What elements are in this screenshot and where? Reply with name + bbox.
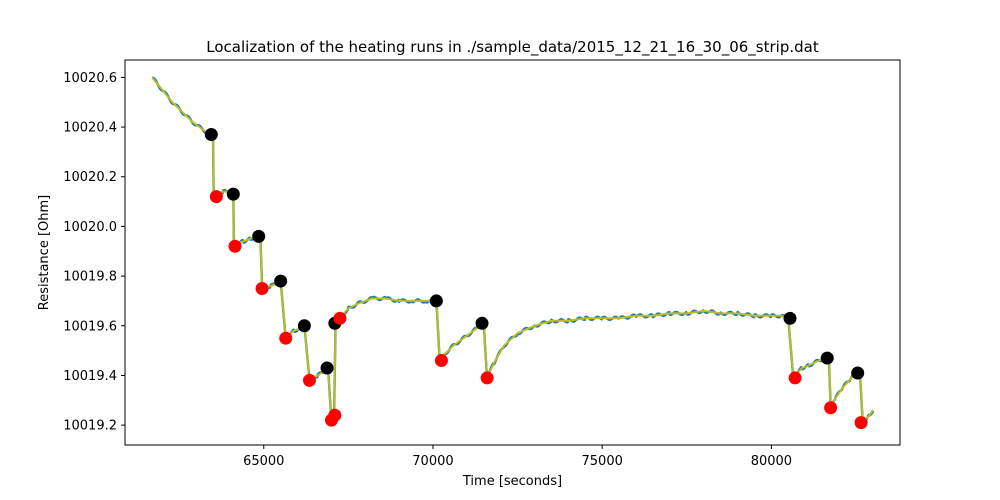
chart-title: Localization of the heating runs in ./sa… — [206, 38, 819, 57]
heating-start-marker — [226, 187, 240, 201]
plot-frame — [124, 59, 901, 446]
heating-end-marker — [279, 331, 293, 345]
heating-end-marker — [328, 408, 342, 422]
y-tick-label: 10020.0 — [63, 220, 117, 235]
heating-end-marker — [209, 190, 223, 204]
heating-end-marker — [480, 371, 494, 385]
heating-end-marker — [434, 354, 448, 368]
y-tick-label: 10019.4 — [63, 369, 117, 384]
heating-end-marker — [788, 371, 802, 385]
y-tick-label: 10020.6 — [63, 71, 117, 86]
heating-start-marker — [204, 128, 218, 142]
heating-end-marker — [333, 311, 347, 325]
x-tick-label: 70000 — [412, 454, 453, 469]
y-tick-label: 10020.4 — [63, 121, 117, 136]
y-tick-label: 10020.2 — [63, 170, 117, 185]
heating-start-marker — [475, 316, 489, 330]
heating-start-marker — [783, 311, 797, 325]
heating-end-marker — [302, 373, 316, 387]
y-tick-label: 10019.6 — [63, 319, 117, 334]
x-tick-label: 80000 — [751, 454, 792, 469]
x-tick-label: 65000 — [243, 454, 284, 469]
heating-start-marker — [820, 351, 834, 365]
heating-end-marker — [228, 239, 242, 253]
x-tick-label: 75000 — [582, 454, 623, 469]
heating-start-marker — [320, 361, 334, 375]
heating-end-marker — [854, 416, 868, 430]
axes: 65000 70000 75000 80000 10019.2 10019.4 10019.… — [63, 59, 901, 469]
heating-start-marker — [851, 366, 865, 380]
heating-start-marker — [297, 319, 311, 333]
x-axis-label: Time [seconds] — [462, 474, 562, 489]
heating-end-marker — [824, 401, 838, 415]
heating-start-marker — [252, 229, 266, 243]
y-tick-label: 10019.2 — [63, 419, 117, 434]
heating-start-marker — [429, 294, 443, 308]
heating-end-marker — [255, 282, 269, 296]
y-axis-label: Resistance [Ohm] — [37, 195, 52, 310]
plot-area — [151, 76, 875, 430]
heating-start-marker — [274, 274, 288, 288]
y-tick-label: 10019.8 — [63, 270, 117, 285]
